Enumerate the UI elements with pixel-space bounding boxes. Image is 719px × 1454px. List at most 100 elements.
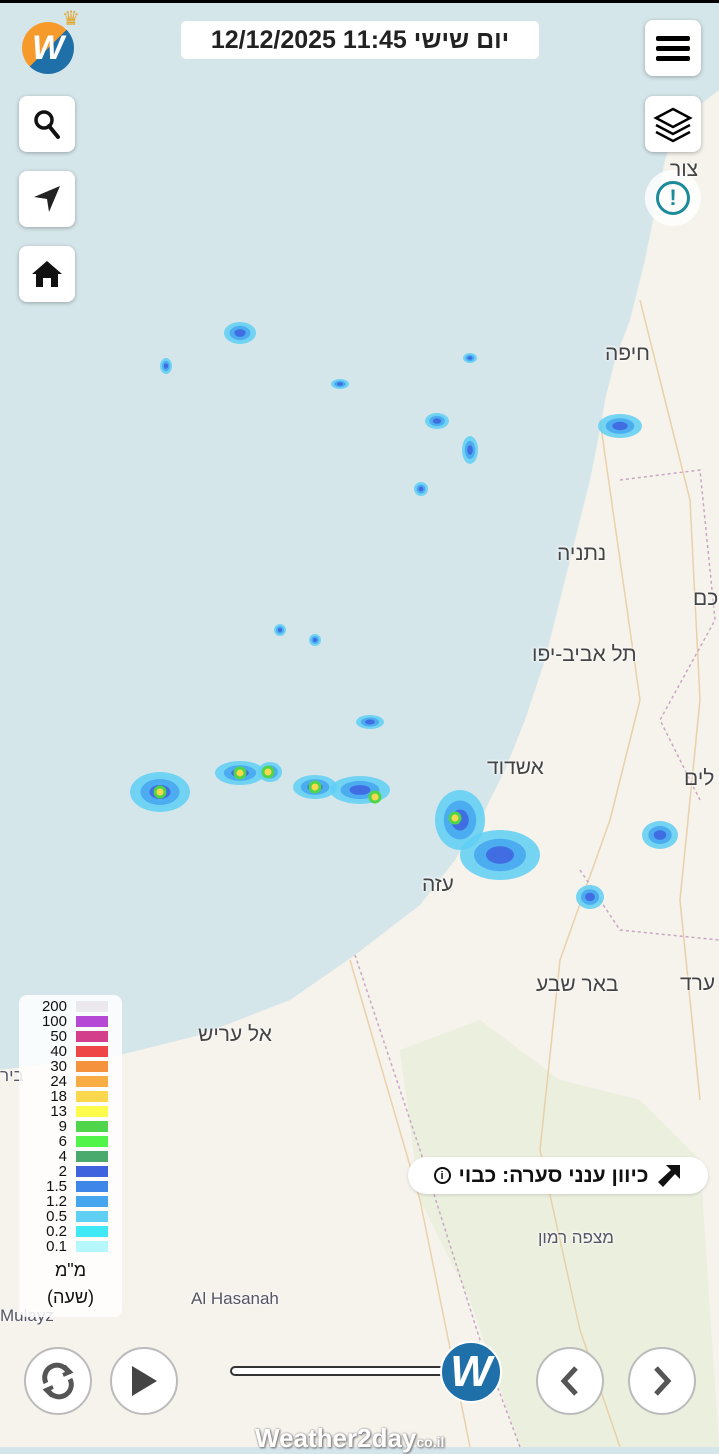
city-label: אל עריש [198,1023,272,1046]
layers-button[interactable] [645,96,701,152]
radar-echo-core [308,780,322,794]
home-button[interactable] [19,246,75,302]
city-label: ביר [0,1066,24,1085]
legend-value: 1.5 [46,1178,67,1195]
city-label: תל אביב-יפו [532,643,637,666]
legend-row: 2 [19,1164,122,1179]
legend-value: 18 [50,1088,67,1105]
home-icon [32,261,62,287]
timeline-slider-knob[interactable]: W [440,1341,502,1403]
city-label: ערד [680,972,716,995]
city-label: לים [684,767,715,790]
legend-row: 0.2 [19,1224,122,1239]
legend-value: 30 [50,1058,67,1075]
legend-row: 6 [19,1134,122,1149]
info-icon[interactable]: i [433,1167,451,1184]
refresh-button[interactable] [24,1347,92,1415]
next-frame-button[interactable] [628,1347,696,1415]
storm-direction-toggle[interactable]: כיוון ענני סערה: כבוי i [408,1157,708,1194]
storm-direction-label: כיוון ענני סערה: כבוי [458,1163,649,1187]
legend-swatch [76,1151,108,1162]
city-label: חיפה [605,342,650,365]
radar-echo [365,719,375,725]
city-label: נתניה [557,542,607,565]
city-label: Al Hasanah [191,1289,279,1308]
legend-swatch [76,1061,108,1072]
legend-value: 0.2 [46,1223,67,1240]
legend-row: 50 [19,1029,122,1044]
legend-row: 30 [19,1059,122,1074]
app-logo[interactable]: W [22,22,74,74]
legend-row: 0.1 [19,1239,122,1254]
legend-row: 0.5 [19,1209,122,1224]
refresh-icon [42,1362,74,1400]
terrain [400,1020,719,1447]
legend-swatch [76,1106,108,1117]
legend-value: 100 [41,1013,67,1030]
legend-row: 200 [19,999,122,1014]
radar-echo [585,892,595,902]
legend-row: 100 [19,1014,122,1029]
legend-value: 0.1 [46,1238,67,1255]
menu-button[interactable] [645,20,701,76]
alert-button[interactable]: ! [645,170,701,226]
legend-value: 1.2 [46,1193,67,1210]
radar-echo [418,486,424,492]
play-icon [132,1366,157,1396]
menu-icon [656,36,690,61]
radar-echo [277,627,283,633]
legend-swatch [76,1226,108,1237]
legend-value: 24 [50,1073,67,1090]
radar-echo [653,830,667,840]
legend-swatch [76,1076,108,1087]
navigation-arrow-icon [34,186,60,212]
legend-swatch [76,1016,108,1027]
legend-row: 18 [19,1089,122,1104]
radar-echo [163,363,169,369]
legend-period: (שעה) [46,1287,95,1307]
city-label: מצפה רמון [538,1228,614,1247]
precipitation-legend: 200 100 50 40 30 24 18 13 9 6 4 2 1.5 1.2 0.5 0.2 0.1 מ"… [19,995,122,1317]
search-button[interactable] [19,96,75,152]
crown-icon: ♛ [62,8,80,30]
locate-button[interactable] [19,171,75,227]
legend-row: 9 [19,1119,122,1134]
city-label: צור [670,158,699,181]
legend-swatch [76,1196,108,1207]
brand-watermark: Weather2dayco.il [255,1423,445,1453]
radar-echo-core [261,765,275,779]
legend-value: 13 [50,1103,67,1120]
radar-echo [336,382,344,386]
legend-value: 40 [50,1043,67,1060]
alert-icon: ! [656,181,690,215]
legend-value: 2 [58,1163,67,1180]
radar-echo-core [233,766,247,780]
legend-value: 9 [58,1118,67,1135]
status-bar [0,0,719,3]
radar-echo [486,846,514,864]
legend-swatch [76,1031,108,1042]
city-label: כם [693,587,719,610]
radar-echoes [130,322,678,909]
radar-echo [234,329,246,337]
radar-echo-core [368,790,382,804]
legend-unit: מ"מ [54,1260,87,1280]
timeline-slider[interactable] [230,1366,450,1376]
legend-value: 0.5 [46,1208,67,1225]
radar-echo [467,356,473,360]
legend-value: 6 [58,1133,67,1150]
legend-row: 13 [19,1104,122,1119]
radar-echo-core [448,811,462,825]
previous-frame-button[interactable] [536,1347,604,1415]
radar-echo [467,445,473,455]
play-button[interactable] [110,1347,178,1415]
legend-row: 4 [19,1149,122,1164]
legend-value: 200 [41,998,67,1015]
legend-value: 50 [50,1028,67,1045]
legend-row: 1.2 [19,1194,122,1209]
city-label: עזה [422,873,454,896]
radar-echo [312,637,318,643]
legend-swatch [76,1001,108,1012]
chevron-right-icon [654,1366,672,1396]
